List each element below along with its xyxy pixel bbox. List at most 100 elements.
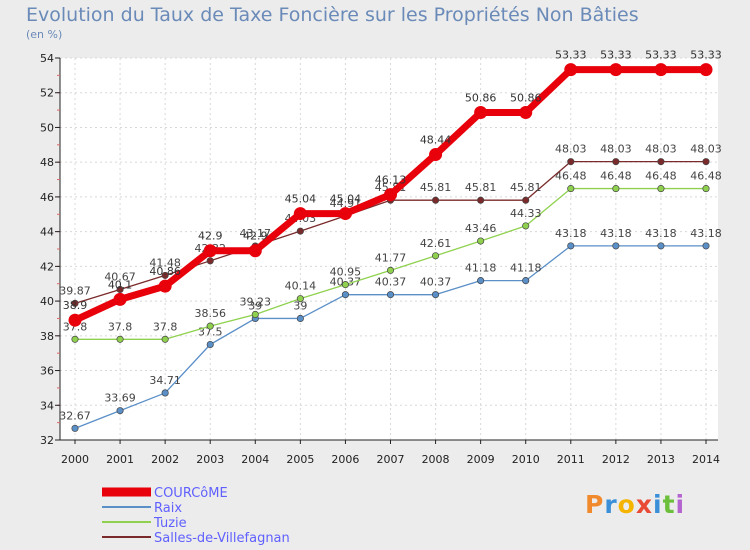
data-label: 42.9 <box>198 230 223 243</box>
y-tick-label: 54 <box>40 52 54 65</box>
data-label: 41.18 <box>510 262 542 275</box>
plot-area <box>60 58 718 440</box>
data-label: 41.18 <box>465 262 497 275</box>
data-point <box>296 295 304 303</box>
data-point <box>161 271 169 279</box>
data-label: 40.95 <box>330 266 362 279</box>
data-label: 40.37 <box>375 276 407 289</box>
data-label: 39 <box>293 299 307 312</box>
logo-letter: i <box>675 490 686 519</box>
data-point <box>68 313 82 327</box>
x-tick-label: 2013 <box>647 453 675 466</box>
x-tick-label: 2009 <box>467 453 495 466</box>
data-point <box>158 279 172 293</box>
data-point <box>203 244 217 258</box>
data-point <box>116 285 124 294</box>
data-label: 48.03 <box>600 143 632 156</box>
data-label: 43.18 <box>600 227 632 240</box>
data-label: 43.18 <box>690 227 722 240</box>
logo-letter: P <box>585 490 605 519</box>
data-label: 46.48 <box>645 170 677 183</box>
data-point <box>432 196 440 204</box>
data-label: 45.04 <box>330 193 362 206</box>
data-label: 38.9 <box>63 299 88 312</box>
legend-label: Salles-de-Villefagnan <box>154 531 290 546</box>
data-point <box>341 291 349 299</box>
data-point <box>657 242 665 250</box>
data-point <box>116 407 124 415</box>
x-tick-label: 2002 <box>151 453 179 466</box>
data-point <box>612 242 620 250</box>
data-point <box>293 207 307 221</box>
logo-letter: o <box>617 490 636 519</box>
data-label: 40.1 <box>108 278 133 291</box>
data-point <box>702 158 710 166</box>
data-label: 37.5 <box>198 326 223 339</box>
data-label: 40.67 <box>104 270 136 283</box>
data-point <box>612 158 620 166</box>
legend-label: Tuzie <box>153 516 187 531</box>
logo-letter: r <box>604 490 618 519</box>
logo-letter: x <box>635 490 653 519</box>
data-label: 34.71 <box>149 374 181 387</box>
data-label: 48.03 <box>555 143 587 156</box>
data-point <box>702 242 710 250</box>
y-tick-label: 48 <box>40 156 54 169</box>
legend-label: COURCôME <box>154 486 228 501</box>
data-label: 37.8 <box>153 320 178 333</box>
data-point <box>113 292 127 306</box>
data-label: 45.81 <box>465 181 497 194</box>
data-label: 43.18 <box>645 227 677 240</box>
data-point <box>654 63 668 77</box>
data-label: 48.44 <box>420 134 452 147</box>
data-label: 37.8 <box>108 320 133 333</box>
data-label: 48.03 <box>645 143 677 156</box>
x-tick-label: 2011 <box>557 453 585 466</box>
data-label: 40.37 <box>420 276 452 289</box>
data-label: 43.18 <box>555 227 587 240</box>
x-tick-label: 2001 <box>106 453 134 466</box>
data-label: 32.67 <box>59 409 91 422</box>
data-label: 46.48 <box>555 170 587 183</box>
data-label: 39.23 <box>240 295 272 308</box>
y-tick-label: 50 <box>40 121 54 134</box>
data-point <box>341 281 349 289</box>
x-tick-label: 2007 <box>377 453 405 466</box>
y-tick-label: 32 <box>40 434 54 447</box>
logo-letter: i <box>653 490 663 519</box>
x-tick-label: 2000 <box>61 453 89 466</box>
y-tick-label: 44 <box>40 226 54 239</box>
data-point <box>206 257 214 265</box>
data-label: 53.33 <box>555 49 587 62</box>
data-label: 39.87 <box>59 284 91 297</box>
data-point <box>429 148 443 162</box>
data-label: 45.81 <box>510 181 542 194</box>
data-point <box>522 277 530 285</box>
x-tick-label: 2004 <box>241 453 269 466</box>
data-point <box>384 188 397 202</box>
data-label: 46.48 <box>690 170 722 183</box>
data-point <box>657 185 665 193</box>
data-point <box>699 63 713 77</box>
data-label: 33.69 <box>104 392 136 405</box>
data-point <box>71 299 79 307</box>
data-label: 45.81 <box>420 181 452 194</box>
data-label: 50.86 <box>465 92 497 105</box>
data-label: 41.77 <box>375 251 407 264</box>
data-label: 43.46 <box>465 222 497 235</box>
data-point <box>567 242 575 250</box>
data-point <box>338 207 352 221</box>
data-label: 42.61 <box>420 237 452 250</box>
y-tick-label: 52 <box>40 87 54 100</box>
data-label: 38.56 <box>194 307 226 320</box>
y-tick-label: 46 <box>40 191 54 204</box>
y-tick-label: 34 <box>40 399 54 412</box>
x-tick-label: 2008 <box>422 453 450 466</box>
data-point <box>522 222 530 230</box>
data-point <box>432 252 440 260</box>
data-point <box>161 335 169 343</box>
data-point <box>206 322 214 330</box>
data-point <box>567 185 575 193</box>
y-tick-label: 38 <box>40 330 54 343</box>
